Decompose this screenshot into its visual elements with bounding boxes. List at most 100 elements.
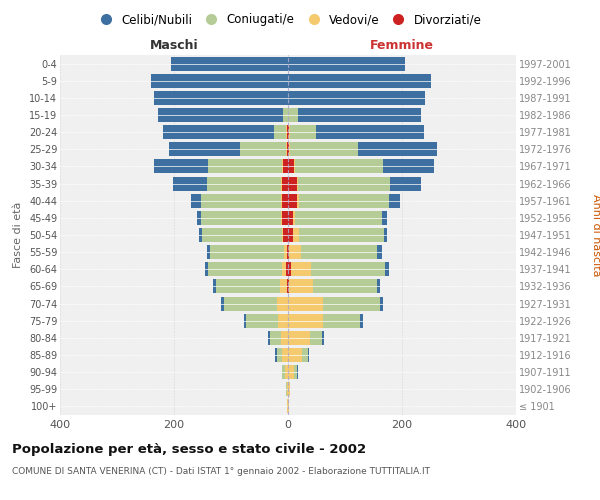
Bar xyxy=(199,228,288,242)
Bar xyxy=(208,262,288,276)
Legend: Celibi/Nubili, Coniugati/e, Vedovi/e, Divorziati/e: Celibi/Nubili, Coniugati/e, Vedovi/e, Di… xyxy=(89,8,487,31)
Bar xyxy=(288,331,324,345)
Bar xyxy=(287,280,288,293)
Bar xyxy=(288,331,310,345)
Bar xyxy=(288,348,309,362)
Bar xyxy=(288,245,289,259)
Bar xyxy=(288,125,424,139)
Bar xyxy=(274,125,288,139)
Bar xyxy=(154,91,288,105)
Bar xyxy=(247,314,288,328)
Bar xyxy=(288,56,405,70)
Bar xyxy=(202,228,288,242)
Bar xyxy=(283,160,288,173)
Bar xyxy=(288,125,290,139)
Bar xyxy=(191,194,288,207)
Bar xyxy=(224,296,288,310)
Bar xyxy=(283,348,288,362)
Text: Maschi: Maschi xyxy=(149,38,199,52)
Bar xyxy=(288,142,437,156)
Bar xyxy=(283,228,288,242)
Bar xyxy=(288,314,361,328)
Y-axis label: Anni di nascita: Anni di nascita xyxy=(591,194,600,276)
Bar xyxy=(281,331,288,345)
Bar xyxy=(288,142,358,156)
Bar xyxy=(286,262,288,276)
Bar xyxy=(205,262,288,276)
Text: Popolazione per età, sesso e stato civile - 2002: Popolazione per età, sesso e stato civil… xyxy=(12,442,366,456)
Bar xyxy=(210,245,288,259)
Bar xyxy=(288,194,299,207)
Bar xyxy=(208,160,288,173)
Bar xyxy=(202,211,288,225)
Bar xyxy=(240,142,288,156)
Bar xyxy=(286,382,288,396)
Bar xyxy=(281,176,288,190)
Bar xyxy=(151,74,288,88)
Bar xyxy=(288,382,290,396)
Bar xyxy=(288,176,296,190)
Bar xyxy=(270,331,288,345)
Bar xyxy=(288,348,302,362)
Bar xyxy=(288,108,298,122)
Bar xyxy=(288,211,293,225)
Bar xyxy=(288,365,298,379)
Bar xyxy=(288,194,389,207)
Bar xyxy=(288,296,383,310)
Bar xyxy=(288,160,295,173)
Bar xyxy=(287,125,288,139)
Bar xyxy=(288,228,293,242)
Bar xyxy=(288,176,390,190)
Bar xyxy=(221,296,288,310)
Bar xyxy=(277,296,288,310)
Bar xyxy=(171,56,288,70)
Bar xyxy=(288,280,380,293)
Bar xyxy=(288,348,308,362)
Bar xyxy=(287,400,288,413)
Bar xyxy=(282,262,288,276)
Bar xyxy=(214,280,288,293)
Bar xyxy=(288,125,289,139)
Bar xyxy=(287,400,288,413)
Bar xyxy=(288,211,295,225)
Bar xyxy=(163,125,288,139)
Bar xyxy=(288,365,294,379)
Bar xyxy=(288,280,289,293)
Bar xyxy=(275,348,288,362)
Bar xyxy=(288,125,316,139)
Bar xyxy=(288,142,290,156)
Bar xyxy=(288,228,384,242)
Bar xyxy=(280,280,288,293)
Bar xyxy=(288,314,363,328)
Bar xyxy=(288,296,380,310)
Bar xyxy=(288,160,383,173)
Bar xyxy=(283,365,288,379)
Bar xyxy=(283,176,288,190)
Bar xyxy=(288,365,296,379)
Bar xyxy=(281,211,288,225)
Bar xyxy=(288,314,323,328)
Bar xyxy=(286,382,288,396)
Bar xyxy=(173,176,288,190)
Bar xyxy=(268,331,288,345)
Bar xyxy=(197,211,288,225)
Bar xyxy=(288,245,301,259)
Bar xyxy=(288,108,421,122)
Bar xyxy=(281,194,288,207)
Bar xyxy=(277,348,288,362)
Bar xyxy=(278,314,288,328)
Bar xyxy=(158,108,288,122)
Bar xyxy=(288,91,425,105)
Bar xyxy=(288,331,322,345)
Y-axis label: Fasce di età: Fasce di età xyxy=(13,202,23,268)
Bar xyxy=(288,211,386,225)
Bar xyxy=(284,245,288,259)
Bar xyxy=(288,228,299,242)
Text: Femmine: Femmine xyxy=(370,38,434,52)
Bar xyxy=(287,382,288,396)
Bar xyxy=(288,280,313,293)
Bar xyxy=(283,160,288,173)
Bar xyxy=(288,228,386,242)
Bar xyxy=(283,108,288,122)
Bar xyxy=(288,194,400,207)
